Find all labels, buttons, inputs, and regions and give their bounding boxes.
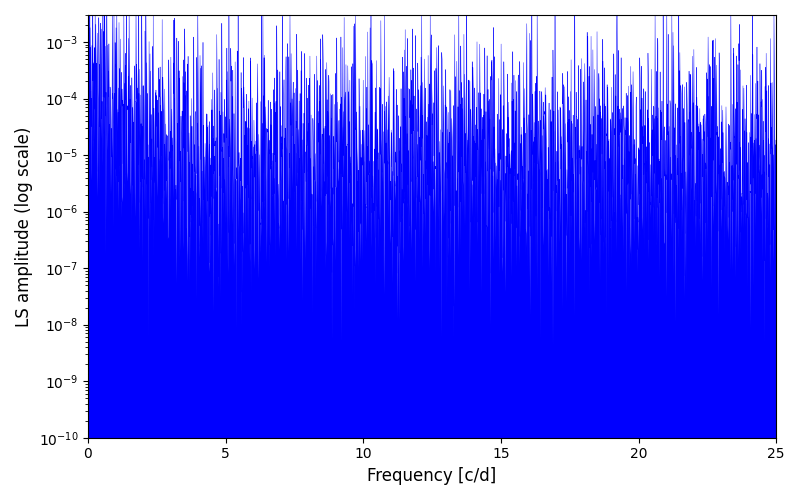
X-axis label: Frequency [c/d]: Frequency [c/d]	[367, 467, 497, 485]
Y-axis label: LS amplitude (log scale): LS amplitude (log scale)	[15, 126, 33, 326]
